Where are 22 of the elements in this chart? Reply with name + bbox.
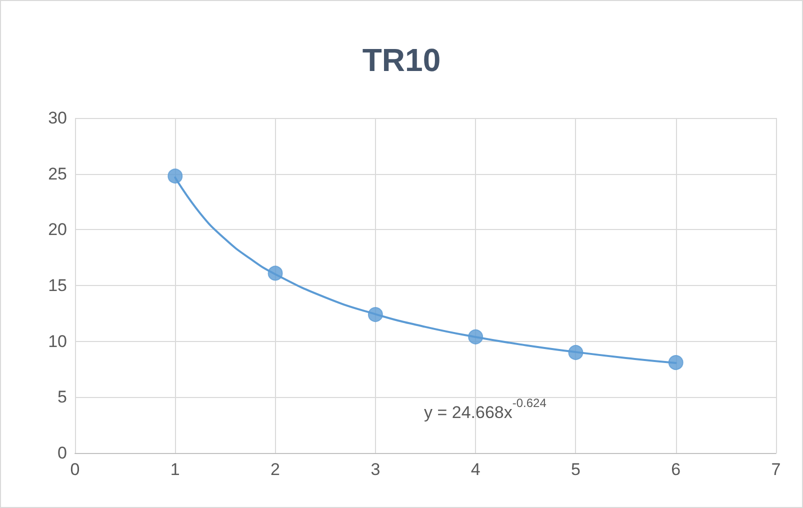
y-tick-label: 10 [48,332,67,351]
x-tick-label: 4 [470,460,480,479]
y-tick-label: 20 [48,220,67,240]
x-tick-label: 5 [570,460,580,479]
point [468,329,484,344]
x-tick-label: 0 [70,460,80,479]
x-tick-label: 1 [170,460,180,479]
x-tick-label: 6 [671,460,681,479]
point [268,266,283,281]
y-tick-label: 15 [48,276,67,295]
point [368,307,383,322]
x-tick-label: 7 [771,460,781,479]
y-tick-label: 30 [48,108,67,128]
point [568,345,584,360]
x-tick-label: 3 [370,460,380,479]
y-tick-label: 5 [58,388,67,407]
chart-title: TR10 [362,42,441,78]
point [168,168,183,184]
y-tick-label: 25 [48,164,67,184]
point [668,355,684,370]
y-tick-label: 0 [58,444,67,462]
x-tick-label: 2 [270,460,280,479]
